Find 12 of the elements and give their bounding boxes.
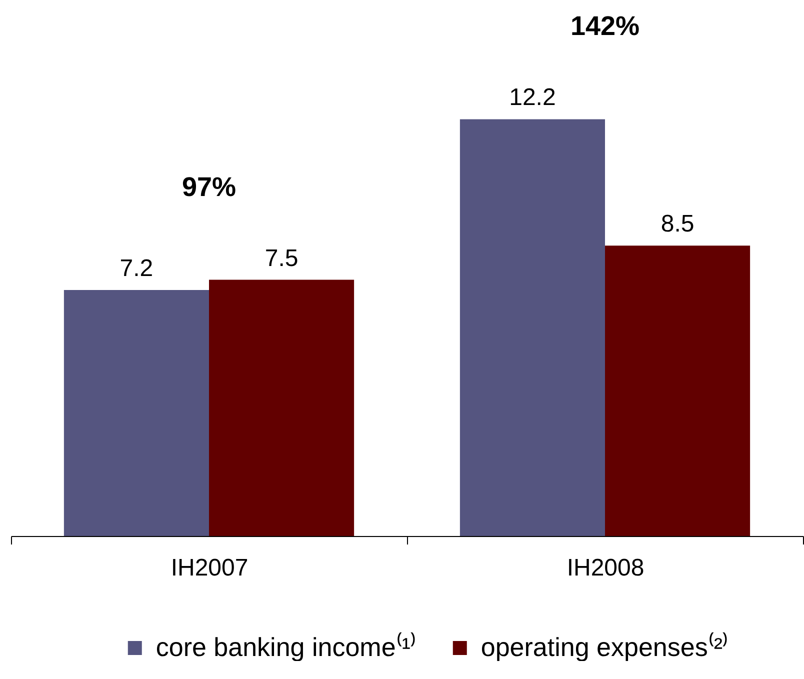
- bar: [605, 246, 750, 536]
- data-label: 7.2: [120, 255, 154, 282]
- annotation: 97%: [182, 172, 236, 202]
- x-tick-label: IH2008: [566, 554, 644, 582]
- bar: [460, 119, 605, 536]
- bar: [64, 290, 209, 536]
- bar: [209, 280, 354, 536]
- data-label: 8.5: [660, 210, 694, 238]
- data-label: 7.5: [264, 244, 298, 272]
- data-label: 12.2: [509, 84, 556, 112]
- text: 142%: [570, 11, 640, 42]
- x-tick-label: IH2007: [170, 554, 248, 582]
